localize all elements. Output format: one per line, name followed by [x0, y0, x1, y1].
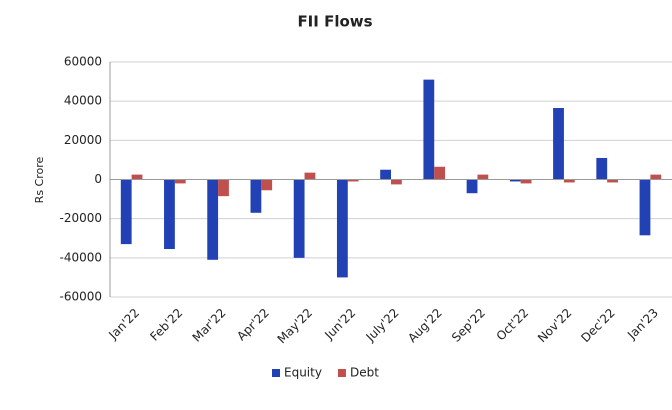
bar [553, 108, 564, 180]
legend-label: Debt [350, 366, 379, 380]
x-tick-label: Jan'22 [105, 306, 142, 343]
bar [380, 169, 391, 180]
x-tick-label: July'22 [363, 306, 402, 345]
y-tick-label: 0 [94, 172, 102, 186]
bar [347, 179, 359, 182]
bar [596, 157, 608, 180]
bar [391, 179, 402, 185]
bar [336, 179, 348, 278]
x-tick-label: Oct'22 [494, 306, 532, 344]
x-tick-label: Mar'22 [190, 306, 229, 345]
bar [639, 179, 651, 236]
bar [207, 179, 219, 260]
x-tick-label: Dec'22 [578, 306, 617, 345]
y-tick-label: -20000 [59, 211, 102, 225]
bar [250, 179, 262, 213]
bar [466, 179, 478, 194]
legend-swatch [272, 369, 280, 377]
legend-swatch [337, 369, 346, 377]
bar [293, 179, 305, 258]
x-tick-label: Jan'23 [624, 306, 661, 343]
bar [423, 79, 435, 180]
x-tick-label: Sep'22 [449, 306, 488, 345]
x-tick-label: Jun'22 [321, 306, 358, 343]
bar [131, 174, 143, 180]
bar [120, 179, 132, 245]
bar [261, 179, 273, 191]
x-tick-label: Apr'22 [234, 306, 272, 344]
chart-title: FII Flows [297, 13, 372, 31]
bar [563, 179, 575, 183]
bar [174, 179, 186, 184]
y-tick-label: -40000 [59, 250, 102, 264]
x-tick-label: Feb'22 [147, 306, 185, 344]
bar [650, 174, 662, 180]
bar [164, 179, 175, 250]
bar [509, 179, 521, 182]
legend-label: Equity [284, 366, 322, 380]
x-tick-label: May'22 [275, 306, 316, 347]
bar [434, 166, 446, 180]
bar [520, 179, 532, 184]
x-tick-label: Aug'22 [405, 306, 445, 346]
bar [607, 179, 618, 183]
y-tick-label: 20000 [64, 133, 102, 147]
y-tick-label: 60000 [64, 55, 102, 69]
bar [477, 174, 489, 180]
y-axis-label: Rs Crore [33, 156, 46, 203]
bar [304, 172, 316, 180]
bar [218, 179, 229, 197]
x-tick-label: Nov'22 [535, 306, 575, 346]
y-tick-label: -60000 [59, 290, 102, 304]
y-tick-label: 40000 [64, 94, 102, 108]
